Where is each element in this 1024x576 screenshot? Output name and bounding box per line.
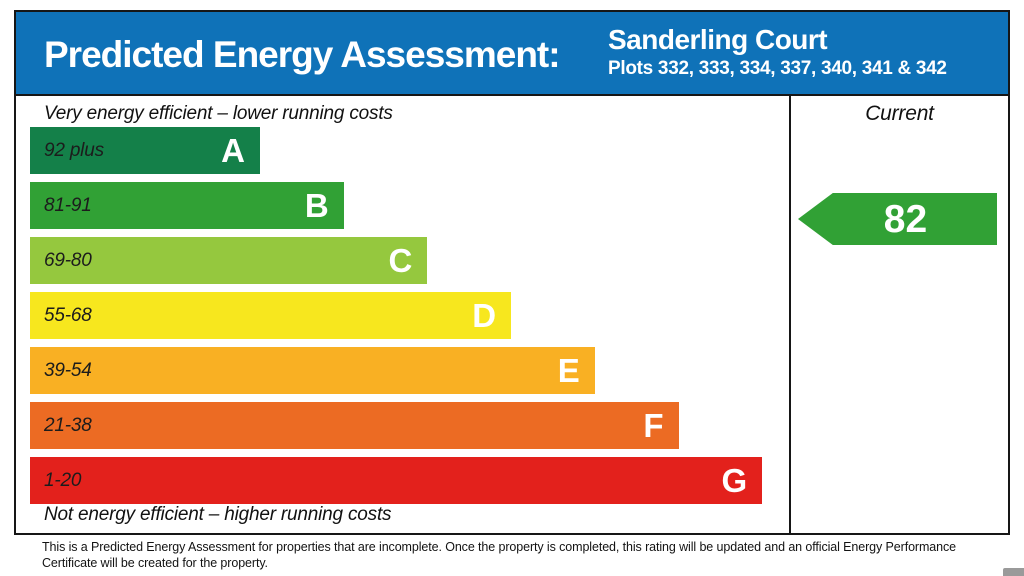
- band-range-label: 92 plus: [44, 139, 104, 161]
- top-caption: Very energy efficient – lower running co…: [44, 103, 393, 124]
- banner: Predicted Energy Assessment: Sanderling …: [14, 10, 1010, 96]
- band-letter: G: [721, 462, 748, 499]
- page-title: Predicted Energy Assessment:: [44, 34, 561, 75]
- rating-band-row: 92 plus A: [30, 127, 260, 174]
- property-info: Sanderling Court Plots 332, 333, 334, 33…: [608, 24, 947, 80]
- property-name: Sanderling Court: [608, 24, 828, 55]
- band-letter: D: [472, 297, 497, 334]
- band-range-label: 1-20: [44, 469, 82, 491]
- energy-rating-chart: Very energy efficient – lower running co…: [14, 94, 1010, 535]
- band-range-label: 39-54: [44, 359, 92, 381]
- band-range-label: 21-38: [44, 414, 92, 436]
- band-letter: B: [304, 187, 329, 224]
- band-range-label: 55-68: [44, 304, 92, 326]
- rating-band-row: 69-80 C: [30, 237, 428, 284]
- property-plots: Plots 332, 333, 334, 337, 340, 341 & 342: [608, 58, 947, 80]
- rating-band-row: 1-20 G: [30, 457, 763, 504]
- band-letter: A: [221, 132, 245, 169]
- band-range-label: 69-80: [44, 249, 92, 271]
- rating-bands: 92 plus A 81-91 B 69-80 C 55-68 D 39-54 …: [30, 127, 763, 512]
- current-rating-value: 82: [883, 197, 928, 241]
- band-letter: C: [388, 242, 413, 279]
- band-letter: F: [643, 407, 664, 444]
- corner-fragment: [1003, 568, 1024, 576]
- rating-band-row: 55-68 D: [30, 292, 512, 339]
- bottom-caption: Not energy efficient – higher running co…: [44, 504, 392, 525]
- rating-band-row: 39-54 E: [30, 347, 595, 394]
- band-range-label: 81-91: [44, 194, 92, 216]
- footer-disclaimer: This is a Predicted Energy Assessment fo…: [42, 540, 957, 570]
- rating-scale-panel: Very energy efficient – lower running co…: [16, 96, 789, 533]
- current-column-header: Current: [865, 102, 934, 125]
- current-rating-panel: Current 82: [789, 96, 1008, 533]
- rating-band-row: 81-91 B: [30, 182, 344, 229]
- rating-band-row: 21-38 F: [30, 402, 679, 449]
- current-rating-arrow: 82: [798, 193, 997, 245]
- band-letter: E: [557, 352, 580, 389]
